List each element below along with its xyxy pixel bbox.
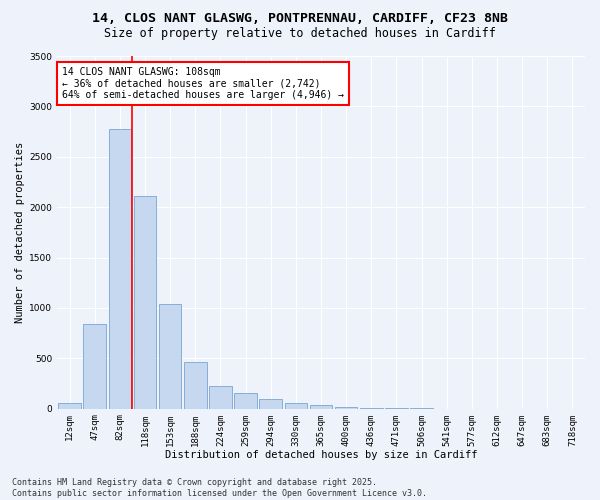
X-axis label: Distribution of detached houses by size in Cardiff: Distribution of detached houses by size …	[165, 450, 477, 460]
Text: Contains HM Land Registry data © Crown copyright and database right 2025.
Contai: Contains HM Land Registry data © Crown c…	[12, 478, 427, 498]
Bar	[234, 392, 257, 408]
Y-axis label: Number of detached properties: Number of detached properties	[15, 142, 25, 323]
Bar	[83, 324, 106, 408]
Text: Size of property relative to detached houses in Cardiff: Size of property relative to detached ho…	[104, 28, 496, 40]
Text: 14, CLOS NANT GLASWG, PONTPRENNAU, CARDIFF, CF23 8NB: 14, CLOS NANT GLASWG, PONTPRENNAU, CARDI…	[92, 12, 508, 26]
Bar	[284, 402, 307, 408]
Bar	[259, 399, 282, 408]
Bar	[109, 128, 131, 408]
Bar	[335, 406, 358, 408]
Bar	[134, 196, 157, 408]
Bar	[310, 405, 332, 408]
Bar	[159, 304, 181, 408]
Bar	[58, 403, 81, 408]
Text: 14 CLOS NANT GLASWG: 108sqm
← 36% of detached houses are smaller (2,742)
64% of : 14 CLOS NANT GLASWG: 108sqm ← 36% of det…	[62, 66, 344, 100]
Bar	[209, 386, 232, 408]
Bar	[184, 362, 206, 408]
